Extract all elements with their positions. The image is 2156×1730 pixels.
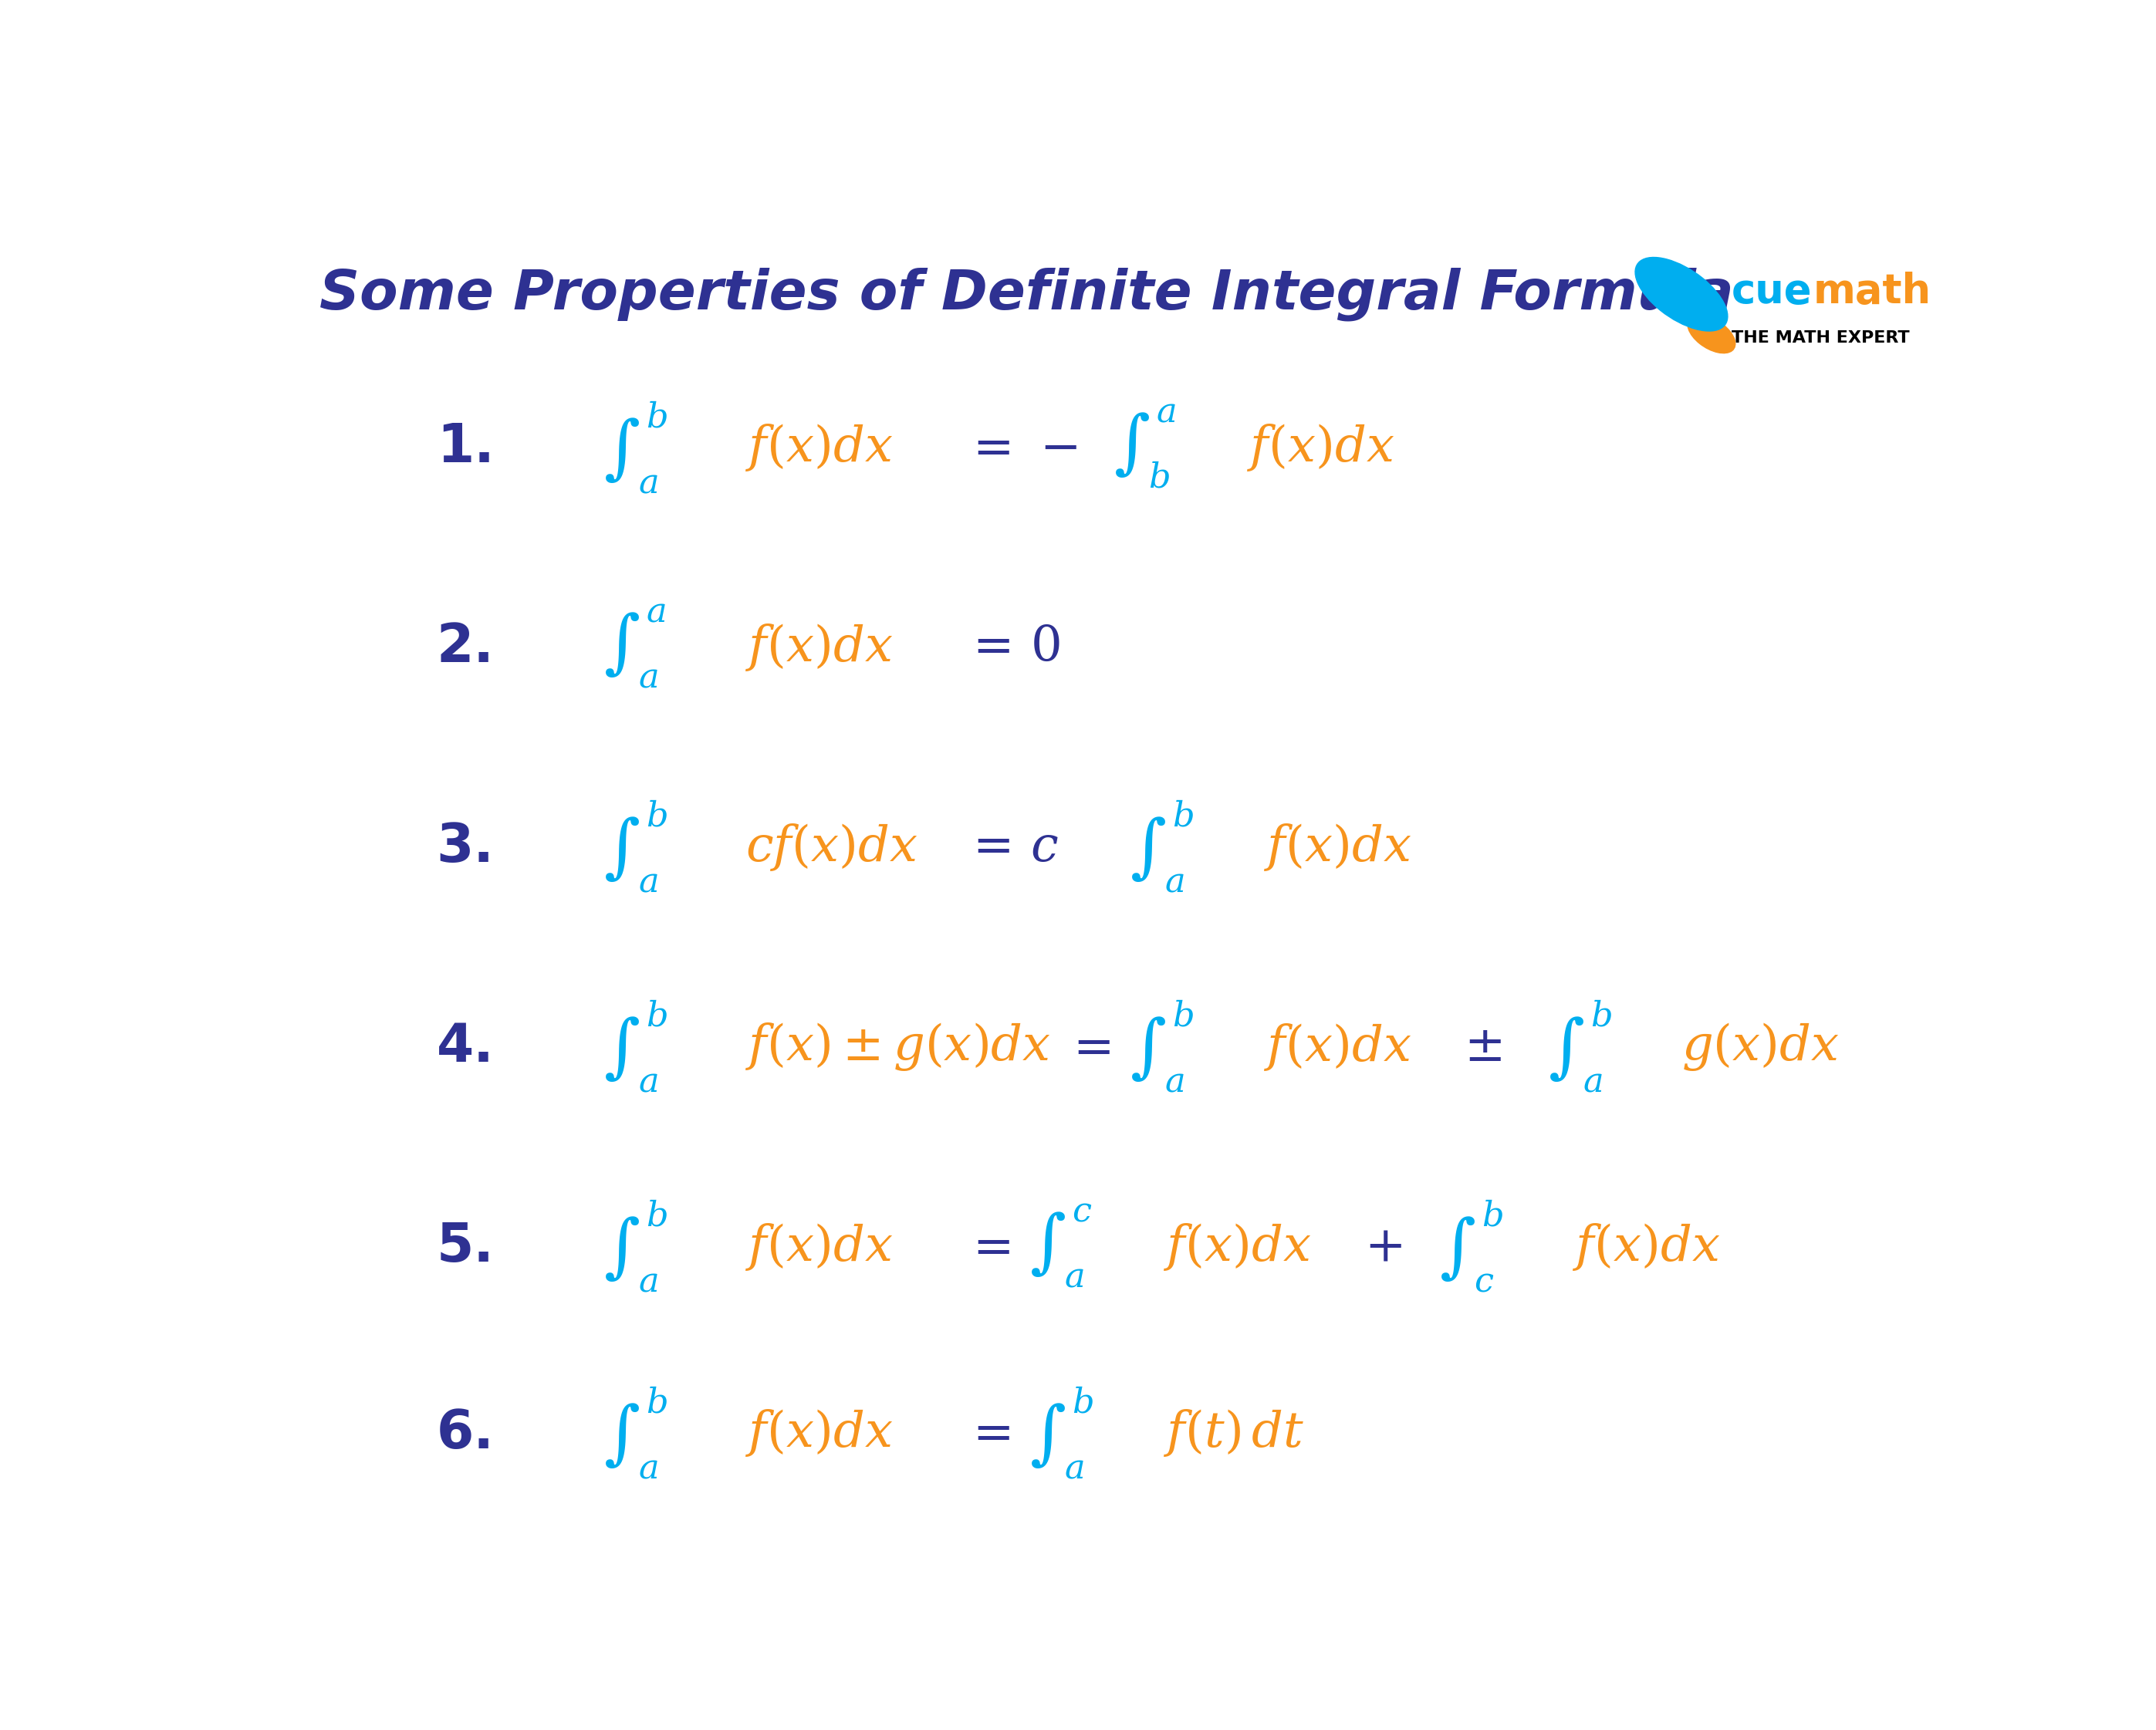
Text: $f(x)dx$: $f(x)dx$: [746, 621, 893, 673]
Text: $=\,0$: $=\,0$: [964, 623, 1061, 671]
Text: $+$: $+$: [1365, 1223, 1401, 1270]
Text: $\int_a^c$: $\int_a^c$: [1031, 1202, 1093, 1291]
Text: $cf(x)dx$: $cf(x)dx$: [746, 822, 918, 872]
Text: $f(t)\,dt$: $f(t)\,dt$: [1164, 1408, 1304, 1458]
Text: $f(x)dx$: $f(x)dx$: [746, 1408, 893, 1458]
Text: math: math: [1813, 272, 1932, 311]
Text: $=$: $=$: [964, 1223, 1009, 1270]
Text: 3.: 3.: [436, 822, 494, 874]
Text: $\int_a^b$: $\int_a^b$: [604, 400, 668, 495]
Text: $\int_a^b$: $\int_a^b$: [1130, 1000, 1194, 1095]
Text: $f(x)dx$: $f(x)dx$: [746, 422, 893, 472]
Text: $=\,-$: $=\,-$: [964, 424, 1078, 471]
Text: $f(x) \pm g(x)dx$: $f(x) \pm g(x)dx$: [746, 1021, 1052, 1073]
Text: 5.: 5.: [436, 1221, 494, 1273]
Text: $\int_a^b$: $\int_a^b$: [604, 1386, 668, 1481]
Text: $\int_a^b$: $\int_a^b$: [1548, 1000, 1613, 1095]
Text: $=\,c$: $=\,c$: [964, 823, 1059, 870]
Text: $f(x)dx$: $f(x)dx$: [1263, 1021, 1412, 1073]
Text: Some Properties of Definite Integral Formula: Some Properties of Definite Integral For…: [319, 268, 1733, 322]
Text: 6.: 6.: [436, 1406, 494, 1458]
Text: $f(x)dx$: $f(x)dx$: [1164, 1221, 1311, 1272]
Text: $\int_a^b$: $\int_a^b$: [604, 1000, 668, 1095]
Text: $\int_a^b$: $\int_a^b$: [1130, 799, 1194, 894]
Text: 1.: 1.: [436, 422, 494, 474]
Text: $=$: $=$: [1063, 1022, 1110, 1071]
Text: $\int_a^b$: $\int_a^b$: [1031, 1386, 1093, 1481]
Text: $\int_c^b$: $\int_c^b$: [1440, 1199, 1503, 1294]
Text: $\int_b^a$: $\int_b^a$: [1112, 403, 1175, 491]
Text: $=$: $=$: [964, 1410, 1009, 1457]
Text: cue: cue: [1731, 272, 1813, 311]
Text: $f(x)dx$: $f(x)dx$: [746, 1221, 893, 1272]
Text: $g(x)dx$: $g(x)dx$: [1682, 1021, 1839, 1073]
Text: $\int_a^b$: $\int_a^b$: [604, 1199, 668, 1294]
Text: $f(x)dx$: $f(x)dx$: [1572, 1221, 1720, 1272]
Text: $\int_a^a$: $\int_a^a$: [604, 604, 666, 690]
Text: 4.: 4.: [436, 1021, 494, 1073]
Text: 2.: 2.: [436, 621, 494, 673]
Text: $f(x)dx$: $f(x)dx$: [1263, 822, 1412, 872]
Text: $\pm$: $\pm$: [1464, 1022, 1503, 1071]
Text: $\int_a^b$: $\int_a^b$: [604, 799, 668, 894]
Text: THE MATH EXPERT: THE MATH EXPERT: [1731, 330, 1910, 346]
Ellipse shape: [1634, 258, 1727, 330]
Ellipse shape: [1688, 315, 1736, 353]
Text: $f(x)dx$: $f(x)dx$: [1246, 422, 1395, 472]
